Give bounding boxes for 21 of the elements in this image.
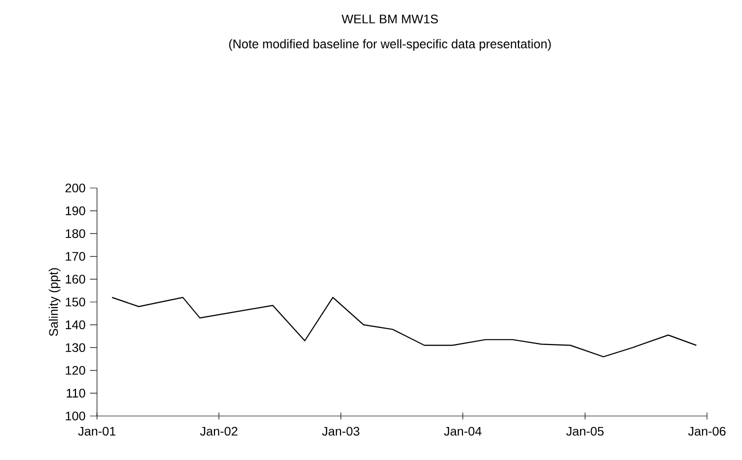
x-tick-label: Jan-06 bbox=[688, 426, 726, 436]
chart-subtitle: (Note modified baseline for well-specific data presentation) bbox=[229, 39, 551, 51]
y-tick-label: 110 bbox=[66, 388, 86, 398]
y-axis-title: Salinity (ppt) bbox=[48, 268, 60, 336]
x-tick-label: Jan-05 bbox=[566, 426, 604, 436]
line-series bbox=[111, 296, 697, 358]
x-tick-label: Jan-01 bbox=[78, 426, 116, 436]
y-tick-label: 170 bbox=[66, 252, 86, 261]
y-tick-label: 180 bbox=[66, 229, 86, 238]
y-tick-label: 150 bbox=[66, 298, 86, 306]
chart-title: WELL BM MW1S bbox=[342, 14, 438, 24]
x-tick-label: Jan-04 bbox=[444, 426, 482, 436]
y-tick-label: 200 bbox=[65, 184, 86, 192]
y-tick-label: 190 bbox=[66, 206, 86, 216]
y-tick-label: 140 bbox=[66, 320, 86, 330]
y-tick-label: 100 bbox=[66, 412, 86, 420]
x-tick-label: Jan-03 bbox=[322, 426, 360, 436]
x-tick-label: Jan-02 bbox=[200, 426, 238, 436]
y-tick-label: 120 bbox=[66, 366, 86, 375]
y-tick-label: 130 bbox=[66, 343, 86, 352]
y-tick-label: 160 bbox=[66, 274, 86, 284]
